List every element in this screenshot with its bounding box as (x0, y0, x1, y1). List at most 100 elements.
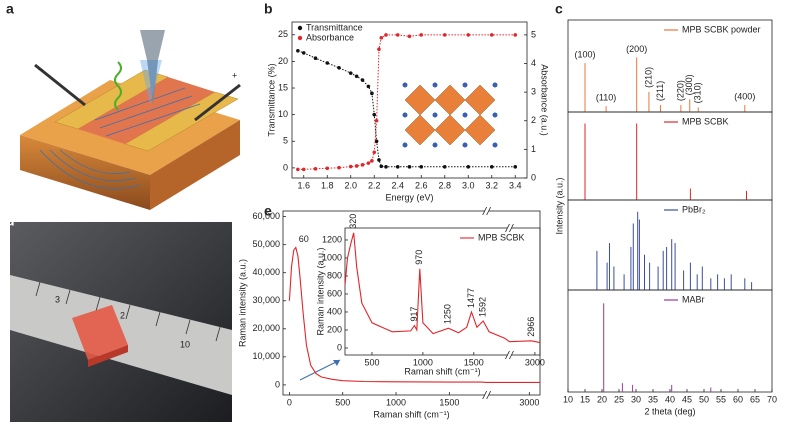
data-point (337, 165, 341, 170)
axis-break-gap (507, 224, 512, 232)
data-point (379, 35, 384, 40)
data-point (513, 165, 518, 169)
series-line (297, 50, 516, 168)
data-point (348, 71, 353, 75)
x-tick-label: 30 (631, 394, 641, 404)
data-point (374, 118, 379, 123)
peak-label: 917 (409, 306, 419, 321)
data-point (313, 56, 318, 61)
y-tick-label: 60,000 (252, 211, 280, 221)
y-tick-label: 200 (327, 324, 342, 334)
peak-label: (220) (675, 80, 685, 101)
data-point (325, 61, 330, 65)
peak-label: (300) (684, 74, 694, 95)
x-tick-label: 40 (665, 394, 675, 404)
y-tick-label: 15 (278, 82, 288, 92)
data-point (354, 74, 359, 79)
legend-label: MPB SCBK (682, 116, 729, 126)
data-point (301, 51, 306, 55)
y-axis-label: Raman intensity (a.u.) (315, 247, 325, 335)
ruler-number: 10 (180, 339, 190, 349)
data-point (348, 164, 353, 169)
x-tick-label: 3.2 (485, 180, 498, 190)
panel-label: a (6, 1, 14, 17)
data-point (384, 33, 388, 37)
x-tick-label: 0 (287, 397, 292, 407)
axis-break (505, 350, 510, 360)
legend-marker (297, 35, 303, 41)
data-point (419, 33, 424, 37)
axis-break-gap (507, 351, 512, 359)
y-axis-label: Intensity (a.u.) (554, 177, 564, 234)
legend-label: MPB SCBK powder (682, 24, 761, 34)
plot-frame (291, 21, 528, 179)
data-point (407, 34, 412, 39)
x-tick-label: 1.6 (297, 180, 310, 190)
x-tick-label: 15 (580, 394, 590, 404)
data-point (379, 164, 384, 169)
data-point (384, 165, 388, 169)
data-point (442, 165, 447, 169)
data-point (466, 33, 471, 37)
x-tick-label: 35 (648, 394, 658, 404)
x-axis-label: Raman shift (cm⁻¹) (373, 409, 449, 419)
data-point (360, 163, 365, 167)
x-tick-label: 10 (563, 394, 573, 404)
data-point (296, 167, 300, 172)
x-tick-label: 3000 (519, 397, 539, 407)
peak-label: 1477 (466, 288, 476, 308)
y-tick-label: 20 (278, 56, 288, 66)
legend-label: Transmittance (306, 22, 363, 32)
peak-label: (100) (574, 50, 595, 60)
y-tick-label: 5 (283, 136, 288, 146)
peak-label: (110) (596, 93, 616, 103)
peak-label: (310) (693, 82, 703, 103)
data-point (395, 33, 400, 37)
data-point (337, 65, 341, 70)
x-tick-label: 65 (750, 394, 760, 404)
subplot-frame (567, 111, 773, 201)
data-point (366, 84, 371, 89)
data-point (442, 33, 447, 37)
x-tick-label: 3.0 (462, 180, 475, 190)
data-point (489, 165, 494, 169)
x-axis-label: 2 theta (deg) (644, 406, 695, 416)
x-tick-label: 20 (597, 394, 607, 404)
peak-label: 970 (414, 250, 424, 265)
data-point (377, 47, 381, 51)
peak-label: 60 (299, 234, 309, 244)
data-point (513, 33, 518, 37)
y-tick-label: 10,000 (252, 351, 280, 361)
peak-label: 2966 (526, 317, 536, 337)
y-tick-label: 40,000 (252, 267, 280, 277)
x-tick-label: 25 (614, 394, 624, 404)
x-tick-label: 2.0 (344, 180, 357, 190)
x-tick-label: 3.4 (509, 180, 522, 190)
series-line (297, 34, 516, 170)
y-tick-label: 50,000 (252, 239, 280, 249)
x-tick-label: 500 (335, 397, 350, 407)
x-tick-label: 3000 (525, 357, 545, 367)
peak-label: (400) (734, 91, 755, 101)
data-point (354, 164, 359, 168)
data-point (370, 91, 374, 96)
x-tick-label: 1500 (464, 357, 484, 367)
y2-tick-label: 1 (531, 144, 536, 154)
y-tick-label: 0 (275, 379, 280, 389)
x-tick-label: 500 (364, 357, 379, 367)
y-tick-label: 1000 (322, 252, 342, 262)
y-tick-label: 1200 (322, 234, 342, 244)
subplot-frame (567, 289, 773, 393)
y-axis-label: Transmittance (%) (266, 63, 276, 136)
x-tick-label: 1500 (439, 397, 459, 407)
data-point (370, 159, 374, 163)
device-illustration: − + (20, 30, 241, 210)
x-tick-label: 70 (767, 394, 777, 404)
y2-tick-label: 5 (531, 29, 536, 39)
x-tick-label: 2.4 (391, 180, 404, 190)
axis-break (486, 390, 492, 400)
axis-break-gap (484, 391, 489, 399)
data-point (372, 112, 377, 117)
ruler-number: 2 (120, 310, 125, 320)
y2-tick-label: 4 (531, 58, 536, 68)
